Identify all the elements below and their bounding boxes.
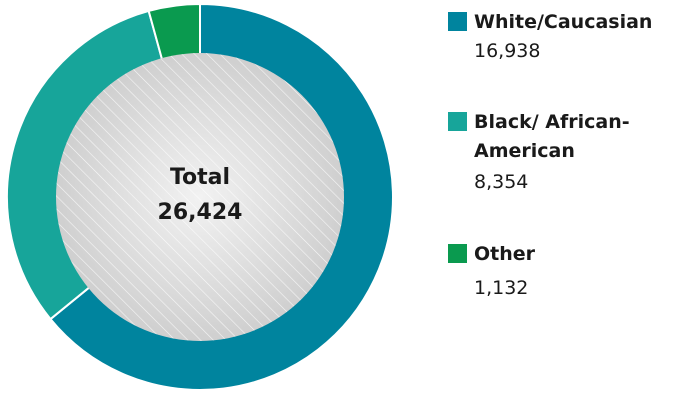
donut-center-hatch	[56, 53, 344, 341]
legend-label-black-african-american: Black/ African-American	[474, 111, 630, 162]
legend-swatch-other	[448, 244, 467, 263]
legend-swatch-black-african-american	[448, 112, 467, 131]
legend-value-other: 1,132	[474, 277, 529, 299]
legend-value-white-caucasian: 16,938	[474, 40, 541, 62]
legend-swatch-white-caucasian	[448, 12, 467, 31]
legend-label-white-caucasian: White/Caucasian	[474, 11, 653, 33]
center-label: Total	[169, 165, 231, 190]
donut-chart	[6, 2, 394, 391]
legend-label-other: Other	[474, 243, 536, 265]
center-value: 26,424	[157, 200, 243, 225]
legend-value-black-african-american: 8,354	[474, 171, 529, 193]
